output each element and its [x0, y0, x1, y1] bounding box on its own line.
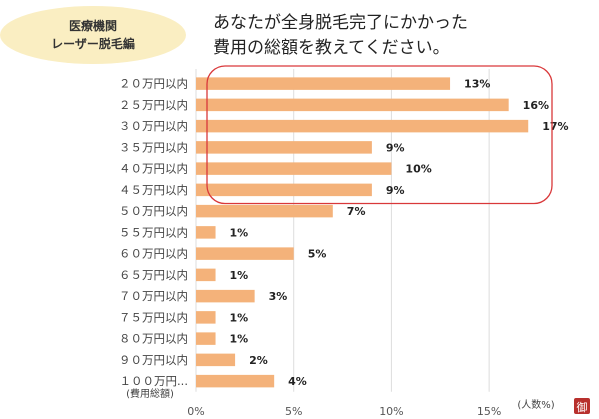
bar-4	[196, 162, 392, 175]
question-line2: 費用の総額を教えてください。	[213, 38, 450, 58]
bar-7	[196, 226, 216, 239]
value-label-9: 1%	[230, 269, 249, 282]
category-label-4: ４０万円以内	[119, 162, 188, 176]
bar-14	[196, 374, 275, 388]
category-label-12: ８０万円以内	[119, 332, 188, 346]
value-label-4: 10%	[405, 163, 431, 176]
category-label-8: ６０万円以内	[119, 247, 188, 261]
category-label-13: ９０万円以内	[119, 353, 188, 367]
stamp	[574, 398, 590, 414]
category-label-10: ７０万円以内	[119, 289, 188, 303]
highlight-box	[206, 65, 553, 205]
value-label-14: 4%	[288, 375, 307, 388]
bars	[196, 77, 529, 388]
category-label-0: ２０万円以内	[119, 77, 188, 91]
value-label-8: 5%	[308, 248, 327, 261]
category-label-14: １００万円...	[120, 374, 188, 388]
bar-8	[196, 247, 294, 260]
value-label-11: 1%	[230, 311, 249, 324]
x-axis-title: (人数%)	[517, 398, 554, 411]
bar-12	[196, 332, 216, 345]
stamp-char: 御	[577, 400, 588, 414]
value-label-2: 17%	[542, 120, 568, 133]
category-label-1: ２５万円以内	[119, 98, 188, 112]
bar-0	[196, 77, 451, 90]
value-label-13: 2%	[249, 354, 268, 367]
bar-13	[196, 353, 236, 367]
value-label-1: 16%	[523, 99, 549, 112]
value-label-0: 13%	[464, 78, 490, 91]
bar-3	[196, 141, 372, 154]
bar-5	[196, 183, 372, 197]
x-tick-labels: 0% 5% 10% 15%	[187, 405, 501, 418]
value-label-6: 7%	[347, 205, 366, 218]
badge-line1: 医療機関	[69, 18, 117, 33]
badge-ellipse	[0, 6, 186, 64]
x-tick-10: 10%	[379, 405, 403, 418]
category-label-2: ３０万円以内	[119, 119, 188, 133]
category-label-3: ３５万円以内	[119, 140, 188, 154]
value-label-12: 1%	[230, 333, 249, 346]
category-label-11: ７５万円以内	[119, 310, 188, 324]
category-label-9: ６５万円以内	[119, 268, 188, 282]
x-tick-5: 5%	[285, 405, 302, 418]
bar-6	[196, 204, 333, 218]
bar-10	[196, 289, 255, 303]
badge-line2: レーザー脱毛編	[51, 36, 135, 51]
bar-1	[196, 98, 509, 112]
category-label-6: ５０万円以内	[119, 204, 188, 218]
bar-2	[196, 119, 529, 133]
bar-11	[196, 311, 216, 324]
value-label-5: 9%	[386, 184, 405, 197]
y-axis-title: (費用総額)	[126, 387, 174, 400]
x-tick-0: 0%	[187, 405, 204, 418]
category-label-7: ５５万円以内	[119, 225, 188, 239]
x-tick-15: 15%	[477, 405, 501, 418]
category-label-5: ４５万円以内	[119, 183, 188, 197]
bar-9	[196, 268, 216, 282]
value-label-3: 9%	[386, 141, 405, 154]
question-line1: あなたが全身脱毛完了にかかった	[213, 13, 468, 33]
value-label-10: 3%	[269, 290, 288, 303]
value-labels: 13%16%17%9%10%9%7%1%5%1%3%1%1%2%4%	[230, 78, 569, 389]
category-labels: ２０万円以内 ２５万円以内 ３０万円以内 ３５万円以内 ４０万円以内 ４５万円以内 ５０万円…	[119, 77, 188, 389]
value-label-7: 1%	[230, 226, 249, 239]
